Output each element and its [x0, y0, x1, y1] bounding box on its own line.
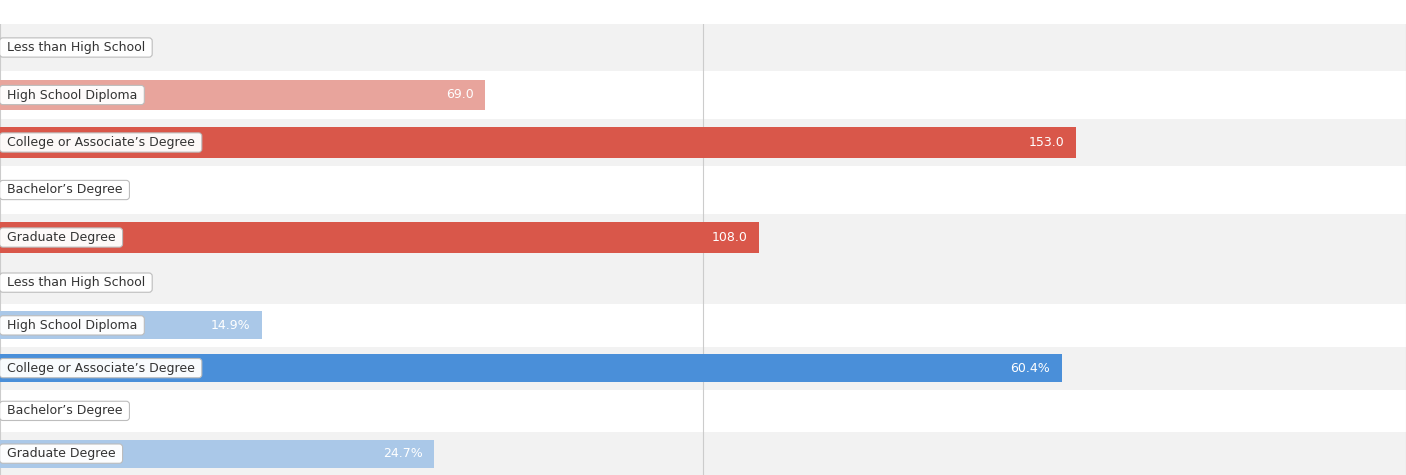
Text: College or Associate’s Degree: College or Associate’s Degree: [3, 136, 198, 149]
Text: 108.0: 108.0: [711, 231, 748, 244]
Bar: [0, 390, 1406, 432]
Bar: [0, 71, 1406, 119]
Bar: [0, 432, 1406, 475]
Text: Less than High School: Less than High School: [3, 41, 149, 54]
Text: High School Diploma: High School Diploma: [3, 319, 141, 332]
Bar: [0, 214, 1406, 261]
Text: Bachelor’s Degree: Bachelor’s Degree: [3, 183, 127, 197]
Text: Less than High School: Less than High School: [3, 276, 149, 289]
Bar: [0, 312, 262, 339]
Text: 24.7%: 24.7%: [382, 447, 423, 460]
Text: 69.0: 69.0: [446, 88, 474, 102]
Text: 60.4%: 60.4%: [1011, 361, 1050, 375]
Text: Graduate Degree: Graduate Degree: [3, 447, 120, 460]
Bar: [0, 261, 1406, 304]
Bar: [0, 440, 434, 467]
Bar: [0, 79, 485, 111]
Text: Bachelor’s Degree: Bachelor’s Degree: [3, 404, 127, 418]
Bar: [0, 222, 759, 253]
Text: 153.0: 153.0: [1029, 136, 1064, 149]
Bar: [0, 166, 1406, 214]
Text: 0.0: 0.0: [14, 41, 34, 54]
Text: 0.0%: 0.0%: [14, 276, 46, 289]
Bar: [0, 347, 1406, 390]
Bar: [0, 127, 1076, 158]
Text: High School Diploma: High School Diploma: [3, 88, 141, 102]
Text: 0.0: 0.0: [14, 183, 34, 197]
Text: 14.9%: 14.9%: [211, 319, 250, 332]
Bar: [0, 304, 1406, 347]
Bar: [0, 354, 1062, 382]
Bar: [0, 119, 1406, 166]
Bar: [0, 24, 1406, 71]
Text: Graduate Degree: Graduate Degree: [3, 231, 120, 244]
Text: College or Associate’s Degree: College or Associate’s Degree: [3, 361, 198, 375]
Text: 0.0%: 0.0%: [14, 404, 46, 418]
